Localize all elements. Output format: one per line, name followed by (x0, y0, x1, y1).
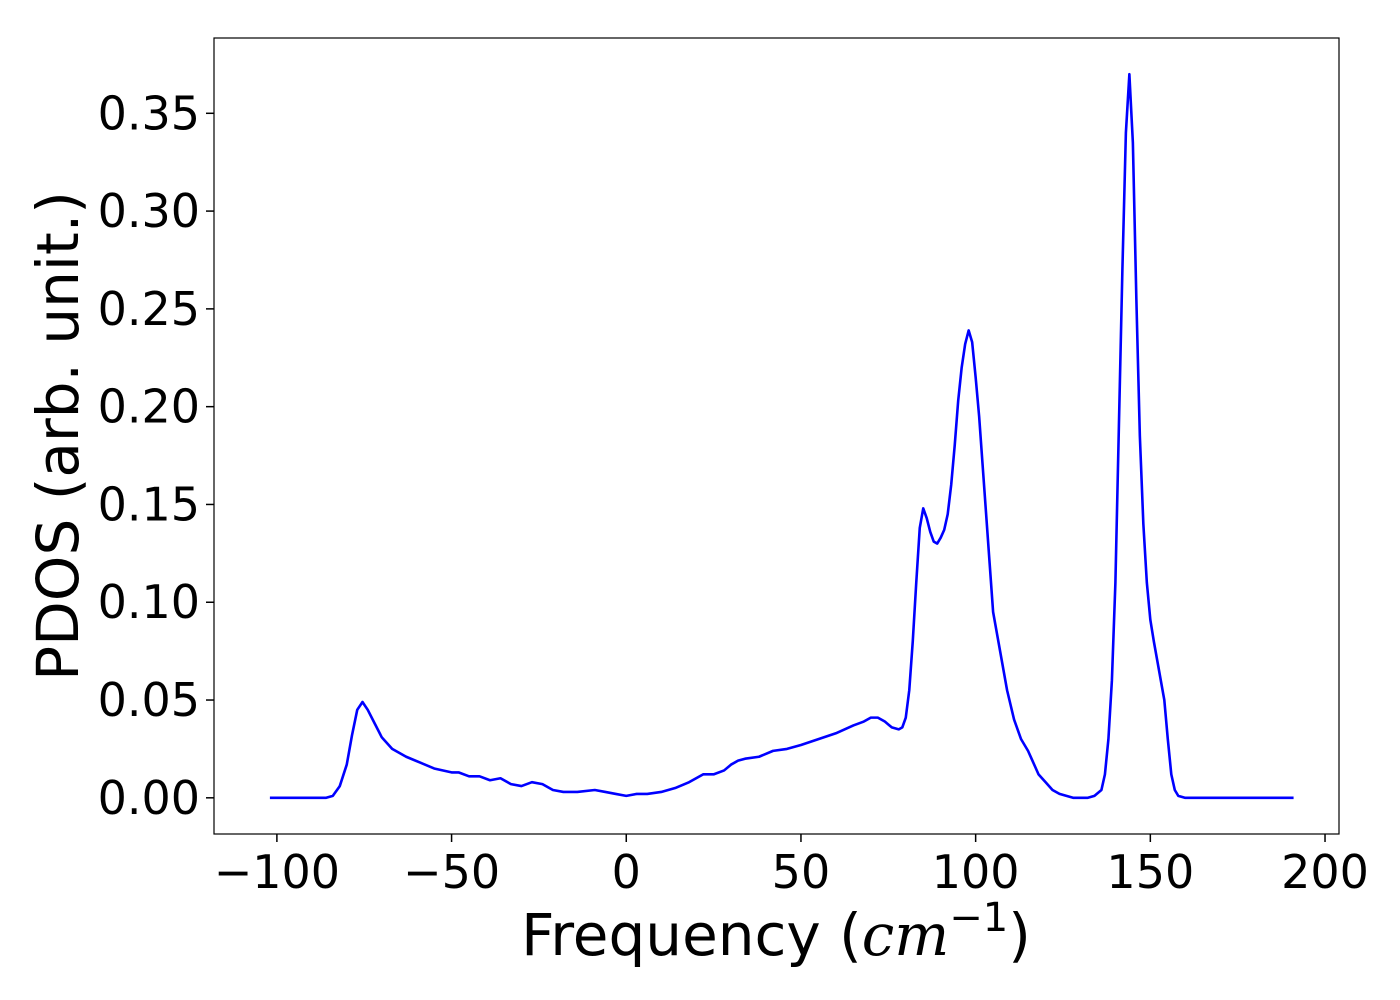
y-tick-label: 0.05 (98, 673, 200, 727)
x-axis: −100 −50 0 50 100 150 200 (214, 834, 1369, 899)
series-line (269, 72, 1294, 800)
x-tick-label: 200 (1281, 845, 1369, 899)
y-axis-label: PDOS (arb. unit.) (24, 191, 92, 681)
y-axis: 0.00 0.05 0.10 0.15 0.20 0.25 0.30 0.35 (98, 86, 214, 825)
plot-area: −100 −50 0 50 100 150 200 0.00 0.05 0.10 0.15 0.20… (98, 37, 1369, 899)
y-tick-label: 0.10 (98, 575, 200, 629)
y-tick-label: 0.15 (98, 477, 200, 531)
x-tick-label: −100 (214, 845, 340, 899)
x-axis-label: Frequency (cm−1) (521, 895, 1031, 969)
x-tick-label: 150 (1106, 845, 1194, 899)
x-tick-label: 50 (772, 845, 831, 899)
x-axis-label-text: Frequency ( (521, 901, 862, 969)
y-tick-label: 0.25 (98, 282, 200, 336)
x-axis-label-unit: cm (862, 901, 949, 969)
y-tick-label: 0.30 (98, 184, 200, 238)
x-axis-label-close: ) (1008, 901, 1031, 969)
plot-frame (213, 37, 1340, 835)
x-tick-label: −50 (403, 845, 500, 899)
y-tick-label: 0.20 (98, 380, 200, 434)
x-axis-label-exponent: −1 (949, 895, 1008, 941)
y-tick-label: 0.35 (98, 86, 200, 140)
x-tick-label: 0 (612, 845, 641, 899)
y-tick-label: 0.00 (98, 771, 200, 825)
x-tick-label: 100 (932, 845, 1020, 899)
